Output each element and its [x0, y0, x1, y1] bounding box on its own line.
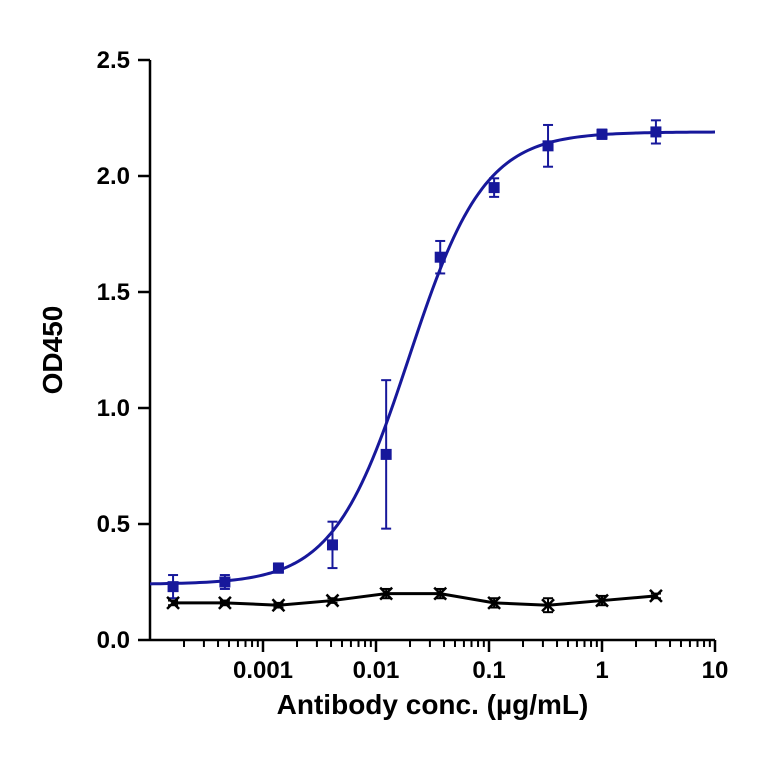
y-tick-label: 0.0	[97, 627, 130, 654]
data-point	[489, 182, 500, 193]
data-point	[168, 581, 179, 592]
y-tick-label: 2.5	[97, 47, 130, 74]
y-tick-label: 1.5	[97, 279, 130, 306]
x-tick-label: 1	[595, 657, 608, 684]
y-tick-label: 1.0	[97, 395, 130, 422]
x-axis-label: Antibody conc. (µg/mL)	[277, 689, 589, 720]
x-tick-label: 0.001	[233, 657, 293, 684]
data-point	[435, 252, 446, 263]
dose-response-chart: 0.001 0.01 0.1 1 10 0.0 0.5 1.0 1.5 2.0 2.5 Antibod…	[0, 0, 764, 764]
y-axis-label: OD450	[37, 306, 68, 395]
y-tick-label: 2.0	[97, 163, 130, 190]
data-point	[650, 126, 661, 137]
data-point	[543, 140, 554, 151]
y-tick-label: 0.5	[97, 511, 130, 538]
data-point	[219, 577, 230, 588]
x-tick-label: 10	[702, 657, 729, 684]
data-point	[327, 539, 338, 550]
chart-svg: 0.001 0.01 0.1 1 10 0.0 0.5 1.0 1.5 2.0 2.5 Antibod…	[0, 0, 764, 764]
data-point	[597, 129, 608, 140]
data-point	[273, 563, 284, 574]
x-tick-label: 0.1	[472, 657, 505, 684]
x-tick-label: 0.01	[353, 657, 400, 684]
data-point	[381, 449, 392, 460]
